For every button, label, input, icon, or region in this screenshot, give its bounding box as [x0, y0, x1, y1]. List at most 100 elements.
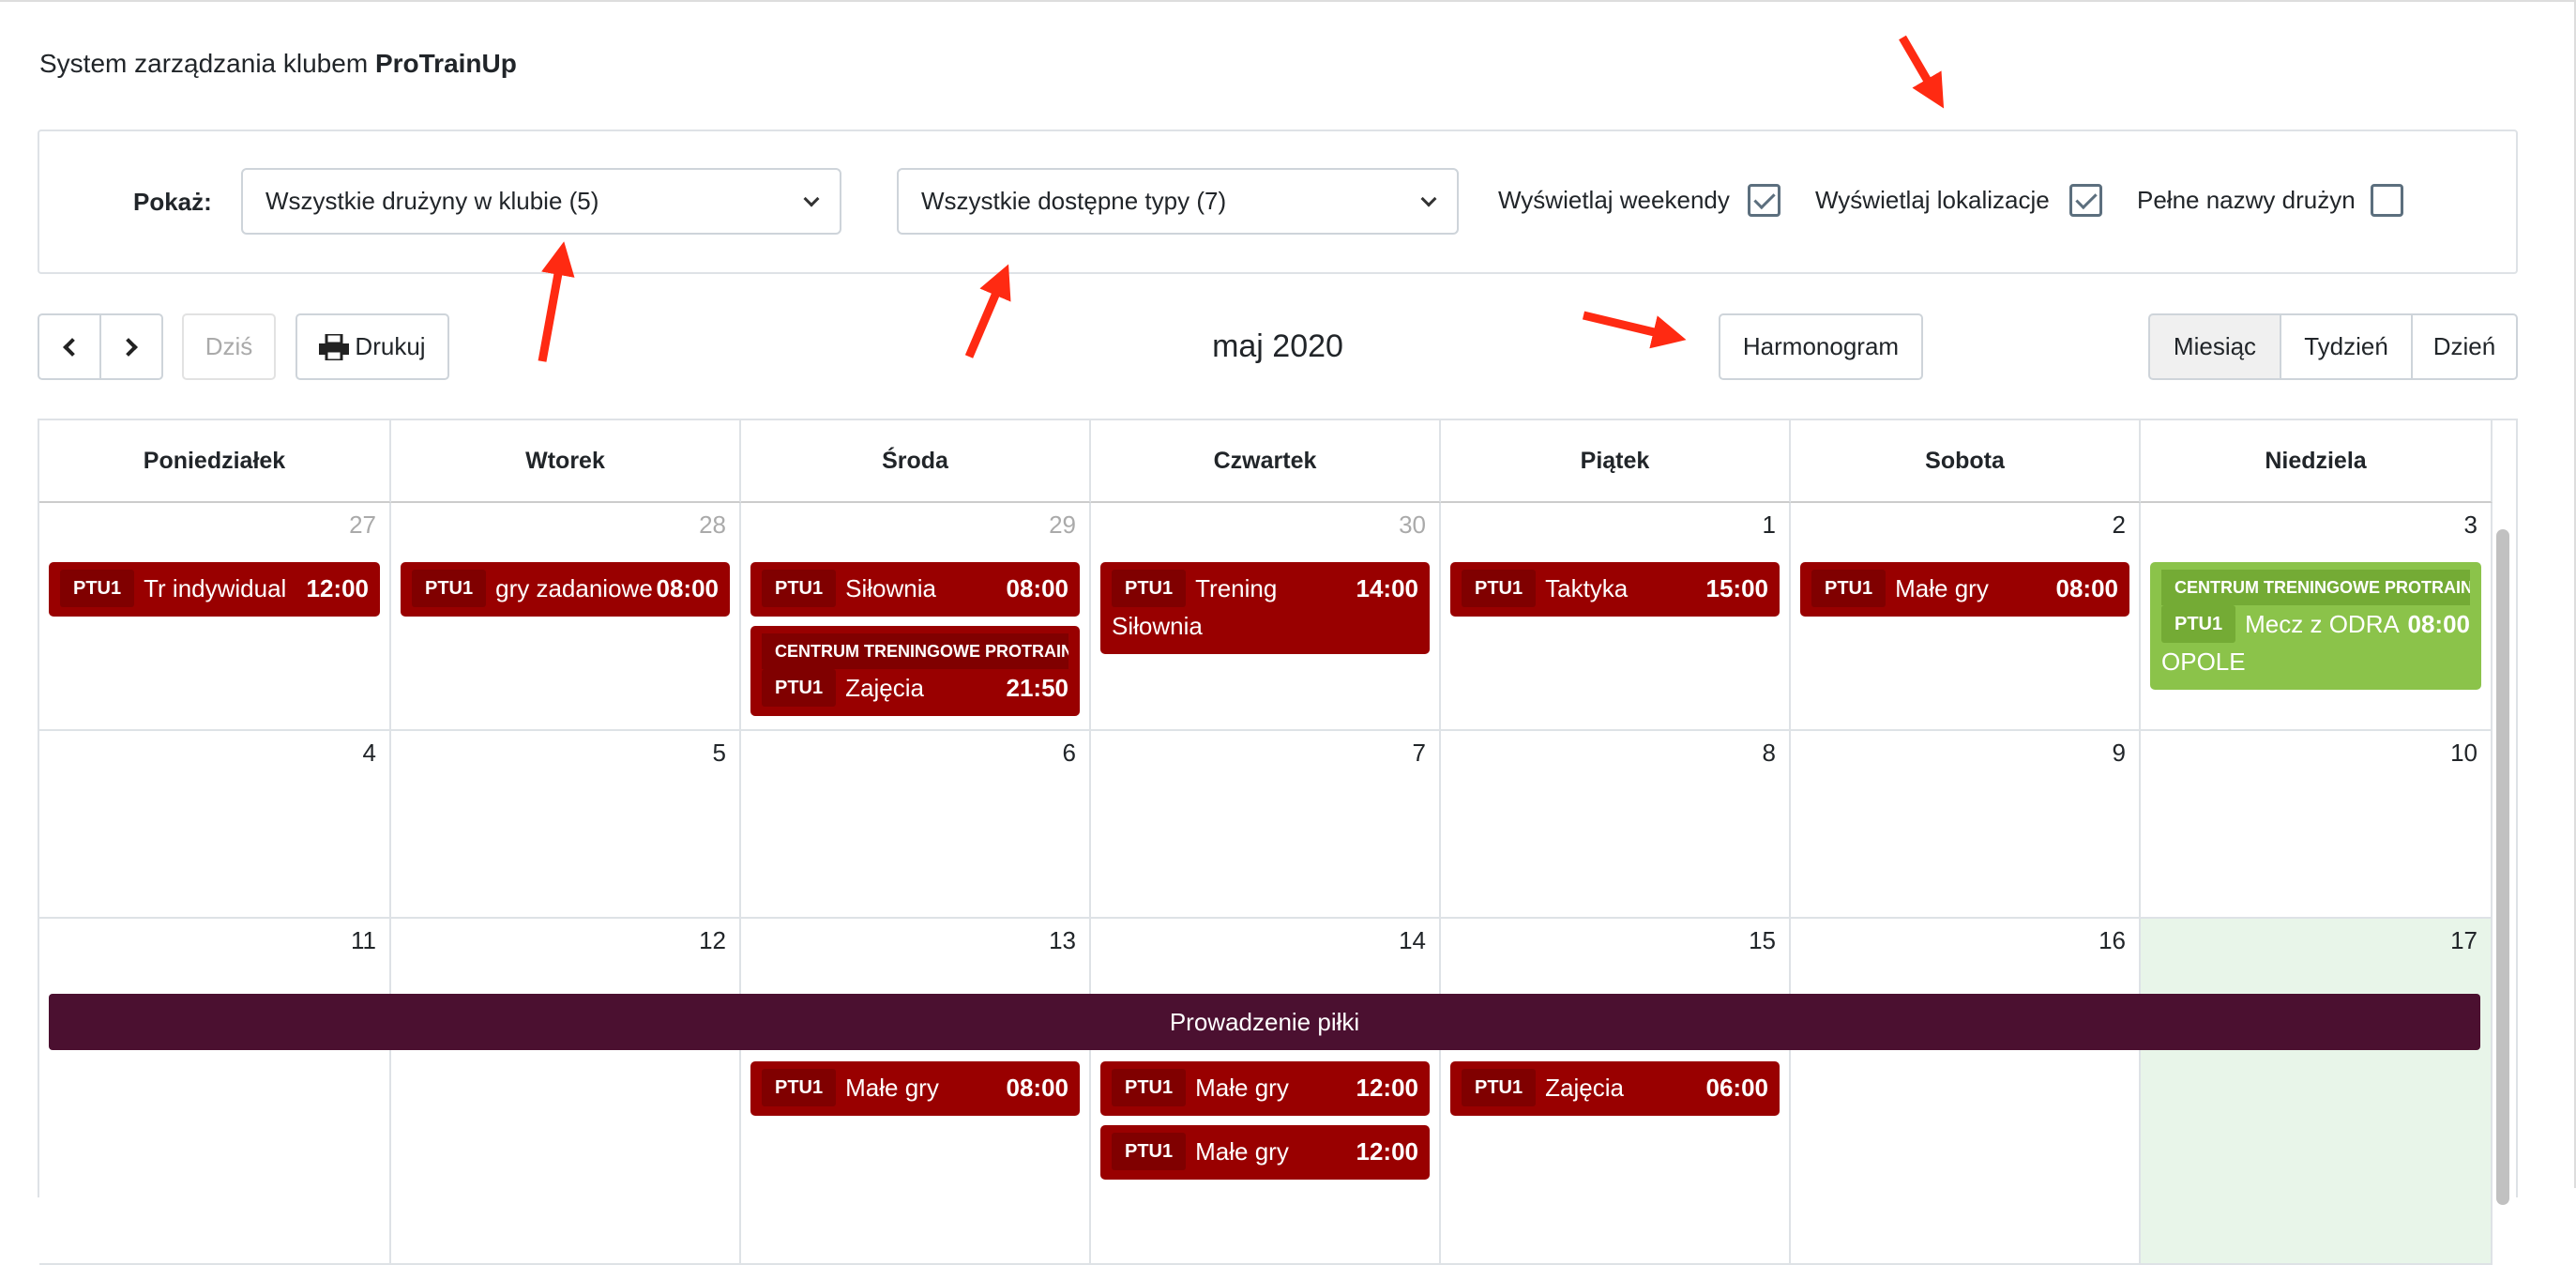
day-number[interactable]: 1 — [1762, 511, 1776, 539]
day-number[interactable]: 13 — [1049, 926, 1076, 954]
day-cell[interactable]: 14 12:00 PTU1 Małe gry 12:00 PTU1 Małe gry — [1091, 919, 1441, 1265]
event-time: 08:00 — [2407, 610, 2471, 638]
day-cell[interactable]: 10 — [2141, 731, 2493, 919]
day-cell[interactable]: 15 06:00 PTU1 Zajęcia — [1441, 919, 1791, 1265]
day-number[interactable]: 9 — [2112, 739, 2126, 767]
event-location: CENTRUM TRENINGOWE PROTRAINUP — [2161, 570, 2470, 605]
team-badge: PTU1 — [2161, 605, 2236, 643]
printer-icon — [319, 333, 350, 360]
day-cell[interactable]: 13 08:00 PTU1 Małe gry — [741, 919, 1091, 1265]
weekday-header: Czwartek — [1091, 420, 1441, 503]
day-cell[interactable]: 4 — [39, 731, 391, 919]
schedule-button[interactable]: Harmonogram — [1719, 313, 1923, 380]
day-number[interactable]: 30 — [1399, 511, 1426, 539]
event-title: gry zadaniowe — [495, 574, 653, 602]
chevron-down-icon — [1420, 191, 1437, 206]
day-cell[interactable]: 1 15:00 PTU1 Taktyka — [1441, 503, 1791, 731]
day-cell[interactable]: 16 — [1791, 919, 2141, 1265]
day-number[interactable]: 5 — [712, 739, 726, 767]
day-cell[interactable]: 12 — [391, 919, 741, 1265]
day-number[interactable]: 29 — [1049, 511, 1076, 539]
chevron-down-icon — [803, 191, 820, 206]
event-time: 06:00 — [1705, 1074, 1769, 1102]
event-list: CENTRUM TRENINGOWE PROTRAINUP 08:00 PTU1 Me… — [2150, 562, 2481, 699]
day-number[interactable]: 16 — [2099, 926, 2126, 954]
day-cell[interactable]: 28 08:00 PTU1 gry zadaniowe — [391, 503, 741, 731]
calendar-event[interactable]: 12:00 PTU1 Tr indywidual — [49, 562, 380, 617]
day-cell[interactable]: 7 — [1091, 731, 1441, 919]
day-number[interactable]: 28 — [699, 511, 726, 539]
day-cell[interactable]: 29 08:00 PTU1 Siłownia CENTRUM TRENINGOWE PR… — [741, 503, 1091, 731]
event-title: Małe gry — [1195, 1074, 1289, 1102]
teams-select[interactable]: Wszystkie drużyny w klubie (5) — [241, 168, 841, 235]
calendar-event[interactable]: 08:00 PTU1 Małe gry — [1800, 562, 2129, 617]
day-number[interactable]: 11 — [351, 926, 376, 954]
team-badge: PTU1 — [1811, 570, 1887, 607]
next-button[interactable] — [99, 313, 163, 380]
calendar-event[interactable]: 12:00 PTU1 Małe gry — [1100, 1125, 1430, 1180]
event-title: Zajęcia — [845, 674, 924, 702]
event-title: Mecz z ODRA OPOLE — [2161, 610, 2399, 676]
page-title: System zarządzania klubem ProTrainUp — [39, 49, 517, 78]
day-number[interactable]: 15 — [1749, 926, 1776, 954]
team-badge: PTU1 — [412, 570, 487, 607]
view-day-button[interactable]: Dzień — [2411, 313, 2518, 380]
weekday-header: Niedziela — [2141, 420, 2493, 503]
day-cell[interactable]: 30 14:00 PTU1 Trening Siłownia — [1091, 503, 1441, 731]
event-title: Zajęcia — [1545, 1074, 1624, 1102]
day-cell[interactable]: 27 12:00 PTU1 Tr indywidual — [39, 503, 391, 731]
calendar-event[interactable]: CENTRUM TRENINGOWE PROTRAINUP 08:00 PTU1 Me… — [2150, 562, 2481, 690]
calendar-event[interactable]: 12:00 PTU1 Małe gry — [1100, 1061, 1430, 1116]
event-title: Małe gry — [1195, 1137, 1289, 1166]
calendar-event[interactable]: 06:00 PTU1 Zajęcia — [1450, 1061, 1780, 1116]
calendar-event[interactable]: 08:00 PTU1 Siłownia — [750, 562, 1080, 617]
day-number[interactable]: 27 — [349, 511, 376, 539]
event-list: 08:00 PTU1 Małe gry — [1800, 562, 2129, 626]
day-cell[interactable]: 2 08:00 PTU1 Małe gry — [1791, 503, 2141, 731]
day-number[interactable]: 6 — [1062, 739, 1076, 767]
calendar-event[interactable]: 08:00 PTU1 Małe gry — [750, 1061, 1080, 1116]
full-names-checkbox[interactable] — [2371, 184, 2403, 217]
day-number[interactable]: 8 — [1762, 739, 1776, 767]
event-list: 08:00 PTU1 Siłownia CENTRUM TRENINGOWE PROT… — [750, 562, 1080, 725]
locations-checkbox[interactable] — [2069, 184, 2102, 217]
calendar-event[interactable]: 08:00 PTU1 gry zadaniowe — [401, 562, 730, 617]
weekday-header: Poniedziałek — [39, 420, 391, 503]
event-title: Taktyka — [1545, 574, 1629, 602]
event-title: Tr indywidual — [144, 574, 287, 602]
weekends-checkbox[interactable] — [1748, 184, 1780, 217]
day-number[interactable]: 7 — [1412, 739, 1426, 767]
print-button[interactable]: Drukuj — [295, 313, 449, 380]
calendar-event[interactable]: CENTRUM TRENINGOWE PROTRAINUP 21:50 PTU1 Za… — [750, 626, 1080, 716]
event-title: Trening Siłownia — [1112, 574, 1278, 640]
event-time: 15:00 — [1705, 574, 1769, 602]
full-names-label: Pełne nazwy drużyn — [2137, 186, 2356, 214]
day-number[interactable]: 17 — [2450, 926, 2478, 954]
day-cell[interactable]: 17 — [2141, 919, 2493, 1265]
day-number[interactable]: 3 — [2463, 511, 2478, 539]
scrollbar-thumb[interactable] — [2496, 529, 2509, 1205]
calendar-event[interactable]: 14:00 PTU1 Trening Siłownia — [1100, 562, 1430, 654]
calendar-event[interactable]: 15:00 PTU1 Taktyka — [1450, 562, 1780, 617]
day-cell[interactable]: 11 — [39, 919, 391, 1265]
day-number[interactable]: 12 — [699, 926, 726, 954]
day-cell[interactable]: 3 CENTRUM TRENINGOWE PROTRAINUP 08:00 PTU1 M… — [2141, 503, 2493, 731]
day-cell[interactable]: 8 — [1441, 731, 1791, 919]
multi-day-event[interactable]: Prowadzenie piłki — [49, 994, 2480, 1050]
today-button[interactable]: Dziś — [182, 313, 276, 380]
prev-button[interactable] — [38, 313, 101, 380]
view-week-button[interactable]: Tydzień — [2280, 313, 2413, 380]
event-time: 08:00 — [656, 574, 720, 602]
day-number[interactable]: 10 — [2450, 739, 2478, 767]
types-select[interactable]: Wszystkie dostępne typy (7) — [897, 168, 1459, 235]
event-time: 21:50 — [1006, 674, 1069, 702]
day-cell[interactable]: 5 — [391, 731, 741, 919]
day-number[interactable]: 14 — [1399, 926, 1426, 954]
day-number[interactable]: 4 — [362, 739, 376, 767]
event-time: 08:00 — [1006, 574, 1069, 602]
day-cell[interactable]: 9 — [1791, 731, 2141, 919]
day-cell[interactable]: 6 — [741, 731, 1091, 919]
event-title: Małe gry — [1895, 574, 1989, 602]
view-month-button[interactable]: Miesiąc — [2148, 313, 2281, 380]
day-number[interactable]: 2 — [2112, 511, 2126, 539]
